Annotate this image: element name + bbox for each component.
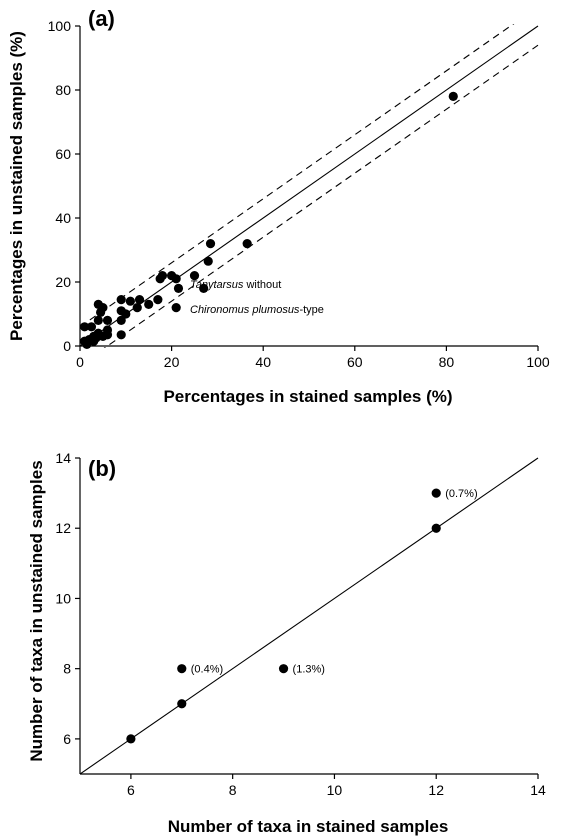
- panel-b-data-point: [126, 734, 136, 744]
- panel-a-y-tick-label: 60: [55, 146, 71, 162]
- panel-b-label: (b): [88, 456, 116, 481]
- panel-a-x-tick-label: 0: [76, 354, 84, 370]
- panel-a-data-point: [134, 295, 145, 305]
- panel-a-y-tick-label: 0: [63, 338, 71, 354]
- panel-a-x-tick-label: 20: [164, 354, 180, 370]
- panel-a-x-tick-label: 100: [526, 354, 550, 370]
- panel-a-data-point: [167, 271, 177, 281]
- panel-b-y-tick-label: 6: [63, 731, 71, 747]
- panel-a-data-point: [153, 295, 163, 305]
- panel-a-data-point: [116, 306, 126, 316]
- panel-a: (a) Percentages in stained samples (%) P…: [7, 6, 550, 406]
- panel-a-y-tick-label: 100: [48, 18, 72, 34]
- panel-a-data-point: [79, 322, 90, 332]
- panel-a-data-point: [102, 315, 113, 325]
- panel-a-label: (a): [88, 6, 115, 31]
- panel-b-x-tick-label: 10: [327, 782, 343, 798]
- panel-a-data-point: [86, 322, 97, 332]
- panel-b-data-point: [431, 523, 441, 533]
- panel-b-x-tick-label: 12: [428, 782, 444, 798]
- panel-a-y-tick-label: 80: [55, 82, 71, 98]
- panel-a-data-point: [155, 274, 165, 284]
- panel-b-x-tick-label: 6: [127, 782, 135, 798]
- panel-a-reference-line-dashed: [103, 44, 539, 348]
- annotation-tanytarsus: Tanytarsus without: [190, 279, 281, 291]
- panel-a-x-tick-label: 60: [347, 354, 363, 370]
- panel-b-y-axis-title: Number of taxa in unstained samples: [27, 460, 46, 761]
- panel-a-data-point: [205, 239, 216, 249]
- panel-a-data-point: [116, 295, 126, 305]
- annotation-tanytarsus-italic: Tanytarsus: [190, 279, 244, 291]
- panel-a-data-point: [116, 315, 126, 325]
- panel-b-point-label: (0.7%): [445, 488, 477, 500]
- panel-a-reference-line-dashed: [80, 24, 515, 328]
- panel-a-data-point: [132, 303, 142, 313]
- panel-a-data-point: [242, 239, 252, 249]
- panel-b-y-tick-label: 8: [63, 661, 71, 677]
- panel-a-y-tick-label: 20: [55, 274, 71, 290]
- panel-a-data-point: [144, 299, 154, 309]
- panel-b-x-axis-title: Number of taxa in stained samples: [168, 817, 449, 836]
- panel-b-data-point: [431, 488, 441, 498]
- panel-a-y-axis-title: Percentages in unstained samples (%): [7, 31, 26, 341]
- panel-a-reference-line-solid: [80, 25, 539, 347]
- panel-a-data-point: [203, 256, 213, 266]
- annotation-chironomus-italic: Chironomus plumosus: [190, 304, 300, 316]
- panel-b-x-tick-label: 8: [229, 782, 237, 798]
- panel-a-x-tick-label: 40: [255, 354, 271, 370]
- panel-b-point-label: (1.3%): [293, 664, 325, 676]
- panel-b-point-label: (0.4%): [191, 664, 223, 676]
- panel-a-data-point: [199, 283, 209, 293]
- panel-b-y-tick-label: 10: [55, 590, 71, 606]
- panel-a-data-point: [98, 331, 108, 341]
- panel-b-y-tick-label: 14: [55, 450, 71, 466]
- panel-b-data-point: [278, 664, 289, 674]
- panel-a-data-point: [93, 315, 103, 325]
- panel-b-reference-line-solid: [80, 457, 539, 775]
- panel-a-x-tick-label: 80: [439, 354, 455, 370]
- panel-a-y-tick-label: 40: [55, 210, 71, 226]
- panel-a-data-point: [96, 307, 106, 317]
- panel-b-data-point: [177, 699, 187, 709]
- panel-a-data-point: [79, 336, 90, 346]
- panel-a-data-point: [189, 271, 200, 281]
- panel-b-y-tick-label: 12: [55, 520, 71, 536]
- panel-a-data-point: [448, 91, 458, 101]
- panel-b: (b) Number of taxa in stained samples Nu…: [27, 450, 546, 836]
- panel-a-data-point: [116, 330, 126, 340]
- annotation-chironomus-rest: -type: [299, 304, 323, 316]
- panel-a-data-point: [171, 303, 181, 313]
- panel-b-data-point: [177, 664, 187, 674]
- panel-b-x-tick-label: 14: [530, 782, 546, 798]
- panel-a-data-point: [125, 296, 135, 306]
- panel-a-x-axis-title: Percentages in stained samples (%): [163, 387, 452, 406]
- annotation-tanytarsus-rest: without: [243, 279, 281, 291]
- panel-a-data-point: [173, 283, 184, 293]
- annotation-chironomus: Chironomus plumosus-type: [190, 304, 324, 316]
- panel-a-plot-area: 0 20 40 60 80 100 0 20 40 60 80 100: [48, 18, 550, 370]
- panel-b-plot-area: 6 8 10 12 14 6 8 10 12 14 (0.4%) (1.3%) (0.7%): [55, 450, 546, 798]
- panel-a-data-point: [93, 299, 103, 309]
